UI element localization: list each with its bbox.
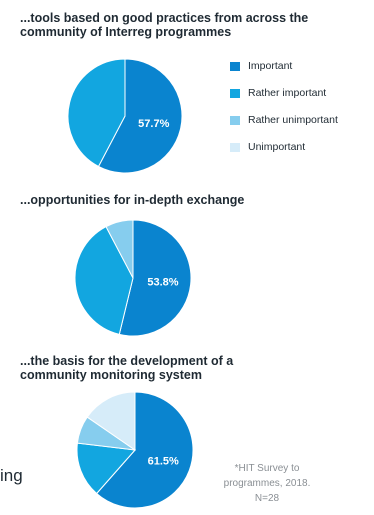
- pie-slice-important: [97, 58, 183, 174]
- pie-data-label: 53.8%: [147, 277, 178, 289]
- legend-swatch-important: [230, 62, 240, 71]
- source-line-2: programmes, 2018.: [223, 478, 311, 489]
- pie-slice-rather-unimportant: [105, 219, 134, 279]
- pie-slice-rather-important: [74, 225, 134, 335]
- pie-slice-important: [95, 391, 194, 509]
- legend-item-rather-important: Rather important: [230, 87, 338, 114]
- legend-item-unimportant: Unimportant: [230, 141, 338, 168]
- pie-slice-rather-important: [76, 442, 137, 495]
- pie-slice-important: [118, 219, 192, 337]
- pie-slice-rather-unimportant: [76, 416, 136, 451]
- legend-label-rather-important: Rather important: [248, 87, 327, 99]
- legend-swatch-rather-unimportant: [230, 116, 240, 125]
- legend-item-rather-unimportant: Rather unimportant: [230, 114, 338, 141]
- pie-data-label: 57.7%: [138, 118, 169, 130]
- legend-label-unimportant: Unimportant: [248, 141, 306, 153]
- source-line-1: *HIT Survey to: [234, 463, 300, 474]
- chart-title-exchange: ...opportunities for in-depth exchange: [20, 193, 245, 207]
- legend-label-rather-unimportant: Rather unimportant: [248, 114, 338, 126]
- chart-title-monitoring: ...the basis for the development of a co…: [20, 354, 234, 382]
- cropped-text-fragment: ing: [0, 466, 23, 485]
- legend: Important Rather important Rather unimpo…: [230, 60, 338, 168]
- legend-label-important: Important: [248, 60, 293, 72]
- source-line-3: N=28: [254, 493, 280, 504]
- pie-slice-unimportant: [86, 391, 136, 451]
- legend-item-important: Important: [230, 60, 338, 87]
- pie-slice-rather-important: [67, 58, 126, 168]
- chart-title-tools: ...tools based on good practices from ac…: [20, 11, 309, 39]
- source-note: *HIT Survey to programmes, 2018. N=28: [200, 461, 334, 506]
- pie-data-label: 61.5%: [148, 456, 179, 468]
- legend-swatch-unimportant: [230, 143, 240, 152]
- legend-swatch-rather-important: [230, 89, 240, 98]
